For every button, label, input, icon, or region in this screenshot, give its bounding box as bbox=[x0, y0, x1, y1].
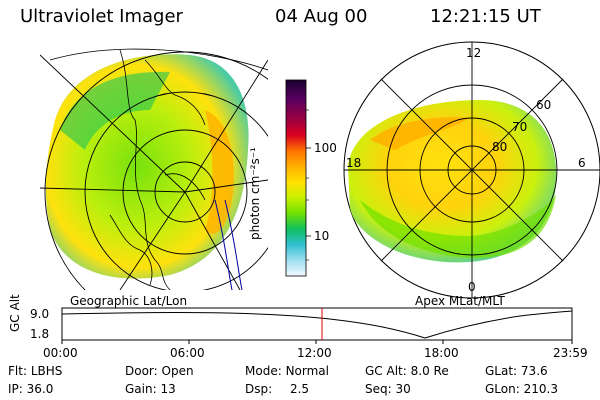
ip-value: 36.0 bbox=[26, 382, 54, 396]
door-field: Door: Open bbox=[125, 364, 194, 378]
seq-field: Seq: 30 bbox=[365, 382, 411, 396]
gain-label: Gain: bbox=[125, 382, 157, 396]
apex-caption: Apex MLat/MLT bbox=[415, 294, 505, 308]
time-tick: 12:00 bbox=[297, 346, 332, 360]
glat-value: 73.6 bbox=[520, 364, 548, 378]
seq-label: Seq: bbox=[365, 382, 392, 396]
mlat-label-60: 60 bbox=[536, 98, 552, 112]
ip-field: IP: 36.0 bbox=[8, 382, 53, 396]
geographic-caption: Geographic Lat/Lon bbox=[70, 294, 188, 308]
mode-field: Mode: Normal bbox=[245, 364, 329, 378]
dsp-value: 2.5 bbox=[289, 382, 310, 396]
time-tick: 23:59 bbox=[553, 346, 588, 360]
mlt-label-18: 18 bbox=[346, 156, 362, 170]
mlat-label-80: 80 bbox=[492, 140, 508, 154]
colorbar-tick-100: 100 bbox=[314, 141, 337, 155]
dsp-field: Dsp: 2.5 bbox=[245, 382, 309, 396]
gc-alt-label: GC Alt: bbox=[365, 364, 407, 378]
time-label: 12:21:15 UT bbox=[430, 6, 541, 27]
altitude-axis-label: GC Alt bbox=[8, 294, 22, 332]
flt-value: LBHS bbox=[30, 364, 63, 378]
instrument-title: Ultraviolet Imager bbox=[20, 6, 183, 27]
seq-value: 30 bbox=[395, 382, 411, 396]
gain-value: 13 bbox=[160, 382, 176, 396]
glat-field: GLat: 73.6 bbox=[485, 364, 548, 378]
flt-label: Flt: bbox=[8, 364, 27, 378]
mlt-label-6: 6 bbox=[578, 156, 586, 170]
flt-field: Flt: LBHS bbox=[8, 364, 62, 378]
apex-map bbox=[343, 41, 600, 299]
altitude-tick-low: 1.8 bbox=[30, 327, 50, 341]
time-tick: 06:00 bbox=[170, 346, 205, 360]
mlat-label-70: 70 bbox=[512, 120, 528, 134]
mode-value: Normal bbox=[285, 364, 329, 378]
altitude-tick-high: 9.0 bbox=[30, 307, 50, 321]
door-label: Door: bbox=[125, 364, 158, 378]
glat-label: GLat: bbox=[485, 364, 518, 378]
dsp-label: Dsp: bbox=[245, 382, 273, 396]
altitude-plot bbox=[61, 307, 573, 344]
glon-value: 210.3 bbox=[523, 382, 558, 396]
glon-field: GLon: 210.3 bbox=[485, 382, 558, 396]
gc-alt-value: 8.0 Re bbox=[410, 364, 449, 378]
door-value: Open bbox=[161, 364, 194, 378]
time-tick: 18:00 bbox=[424, 346, 459, 360]
gc-alt-field: GC Alt: 8.0 Re bbox=[365, 364, 449, 378]
glon-label: GLon: bbox=[485, 382, 520, 396]
gain-field: Gain: 13 bbox=[125, 382, 176, 396]
ip-label: IP: bbox=[8, 382, 23, 396]
geographic-map bbox=[40, 49, 268, 290]
time-tick: 00:00 bbox=[43, 346, 78, 360]
altitude-curve bbox=[61, 310, 573, 339]
mlt-label-12: 12 bbox=[466, 46, 482, 60]
colorbar bbox=[285, 79, 307, 277]
date-label: 04 Aug 00 bbox=[275, 6, 368, 27]
colorbar-tick-10: 10 bbox=[314, 229, 330, 243]
mode-label: Mode: bbox=[245, 364, 282, 378]
mlt-label-0: 0 bbox=[468, 280, 476, 294]
colorbar-unit-label: photon cm⁻²s⁻¹ bbox=[248, 147, 262, 240]
